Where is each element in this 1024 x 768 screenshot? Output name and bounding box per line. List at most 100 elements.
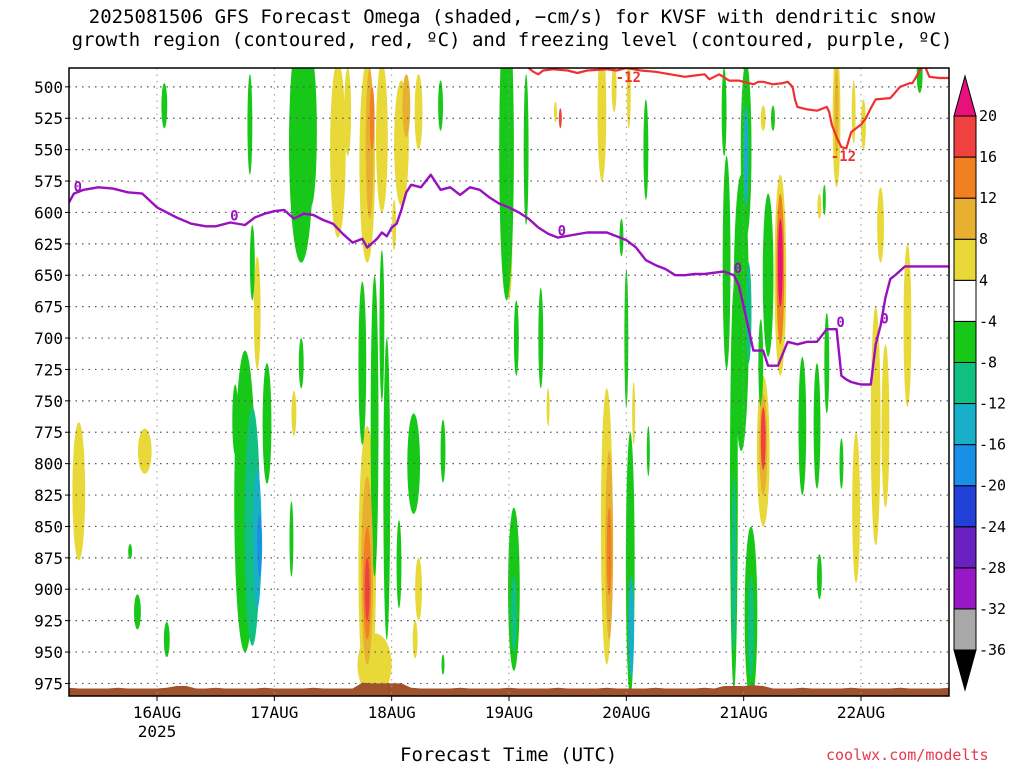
omega-cell — [412, 620, 418, 659]
credit-text: coolwx.com/modelts — [826, 746, 989, 764]
omega-cell — [822, 184, 826, 215]
omega-cell — [743, 105, 749, 207]
omega-cell — [817, 193, 822, 219]
y-tick-label: 700 — [34, 329, 63, 348]
freezing-level-label: 0 — [734, 261, 742, 277]
freezing-level-label: 0 — [230, 208, 238, 224]
omega-cell — [881, 344, 890, 508]
colorbar-bottom-arrow — [953, 649, 977, 692]
omega-cell — [597, 68, 607, 182]
omega-cell — [721, 68, 727, 156]
omega-cell — [415, 557, 422, 621]
colorbar-label: -32 — [979, 600, 1006, 618]
chart-title: 2025081506 GFS Forecast Omega (shaded, −… — [71, 6, 953, 51]
colorbar-band — [953, 156, 977, 199]
dendritic-contour-label: -12 — [616, 70, 641, 86]
freezing-level-label: 0 — [74, 180, 82, 196]
colorbar-band — [953, 485, 977, 528]
y-tick-label: 625 — [34, 235, 63, 254]
colorbar-label: -4 — [979, 312, 997, 330]
omega-cell — [128, 544, 133, 560]
colorbar-label: -8 — [979, 353, 997, 371]
omega-cell — [722, 155, 731, 370]
omega-cell — [305, 68, 317, 207]
y-tick-label: 850 — [34, 517, 63, 536]
omega-cell — [379, 250, 385, 401]
colorbar-band — [953, 444, 977, 487]
omega-cell — [253, 256, 261, 370]
y-tick-label: 875 — [34, 549, 63, 568]
colorbar-label: 12 — [979, 189, 997, 207]
omega-cell — [163, 621, 170, 658]
omega-cell — [553, 101, 557, 123]
x-tick-sublabel: 2025 — [138, 722, 177, 741]
omega-cell — [510, 576, 517, 653]
freezing-level-label: 0 — [880, 311, 888, 327]
x-tick-label: 18AUG — [368, 703, 416, 722]
omega-cell — [626, 68, 631, 129]
omega-cell — [358, 281, 367, 445]
colorbar-band — [953, 526, 977, 569]
omega-cell — [289, 501, 294, 577]
omega-cell — [134, 594, 141, 630]
omega-cell — [628, 576, 635, 678]
y-tick-label: 825 — [34, 486, 63, 505]
colorbar-label: -12 — [979, 395, 1006, 413]
omega-cell — [745, 262, 752, 364]
omega-cell — [611, 68, 617, 112]
omega-cell — [72, 422, 86, 561]
colorbar-band — [953, 361, 977, 405]
colorbar-top-arrow — [953, 74, 977, 117]
omega-cell — [344, 68, 352, 156]
omega-cell — [247, 74, 253, 175]
omega-cell — [364, 557, 370, 621]
omega-cell — [369, 86, 375, 150]
omega-cell — [760, 407, 766, 470]
colorbar-label: 16 — [979, 148, 997, 166]
dendritic-contour-line — [802, 44, 861, 64]
dendritic-contour-label: -12 — [831, 149, 856, 165]
omega-cell — [438, 80, 443, 131]
omega-cell — [383, 338, 391, 640]
omega-cell — [440, 419, 446, 483]
dendritic-contour-line — [527, 68, 949, 150]
omega-cell — [523, 74, 529, 225]
omega-cell — [546, 388, 550, 426]
colorbar-band — [953, 238, 977, 281]
colorbar-label: -20 — [979, 477, 1006, 495]
omega-cell — [161, 83, 168, 129]
y-tick-label: 525 — [34, 109, 63, 128]
omega-cell — [558, 108, 562, 129]
colorbar: 20 16 12 8 4 -4 -8 -12 -16 -20 -24 -28 -32 -36 — [953, 74, 1006, 692]
x-tick-label: 21AUG — [720, 703, 768, 722]
colorbar-label: 8 — [979, 230, 988, 248]
omega-cell — [370, 275, 379, 577]
y-tick-label: 600 — [34, 203, 63, 222]
x-axis-title: Forecast Time (UTC) — [400, 744, 618, 766]
colorbar-band — [953, 197, 977, 240]
omega-cell — [771, 105, 775, 131]
colorbar-band — [953, 320, 977, 363]
omega-cell — [538, 287, 544, 389]
omega-cell — [257, 513, 263, 577]
x-tick-label: 20AUG — [602, 703, 650, 722]
omega-cell — [298, 338, 304, 389]
omega-cell — [291, 390, 297, 437]
y-tick-label: 775 — [34, 423, 63, 442]
y-tick-label: 575 — [34, 172, 63, 191]
contours: -12 -12 0 0 0 0 0 0 — [69, 44, 949, 386]
colorbar-band — [953, 567, 977, 610]
x-tick-label: 19AUG — [485, 703, 533, 722]
gridlines — [69, 68, 949, 696]
y-tick-label: 800 — [34, 455, 63, 474]
x-tick-label: 16AUG — [133, 703, 181, 722]
omega-cell — [414, 74, 423, 150]
colorbar-label: -36 — [979, 641, 1006, 659]
omega-cell — [839, 438, 844, 489]
terrain-surface — [69, 682, 949, 696]
omega-cell — [760, 105, 766, 131]
y-tick-label: 925 — [34, 612, 63, 631]
colorbar-band — [953, 115, 977, 158]
